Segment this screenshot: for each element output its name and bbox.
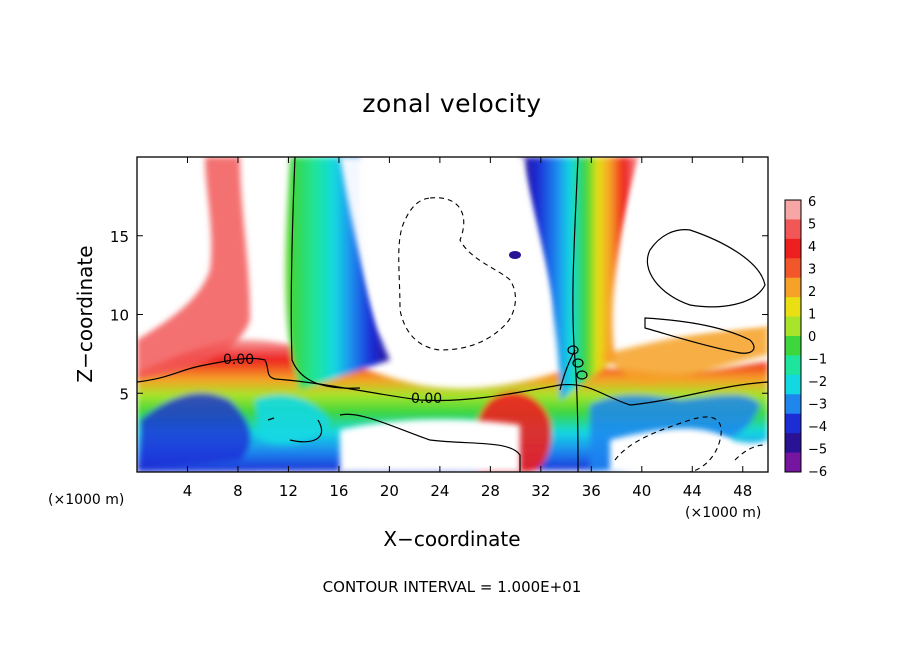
colorbar-label: −1 (808, 353, 827, 368)
colorbar-swatch (785, 374, 801, 395)
y-axis-ticks: 5 10 15 (110, 228, 768, 403)
colorbar-labels: 6 5 4 3 2 1 0 −1 −2 −3 −4 −5 −6 (808, 195, 827, 480)
contour-label: 0.00 (411, 391, 442, 407)
x-unit-label-left: (×1000 m) (48, 492, 124, 508)
x-tick-label: 48 (733, 482, 752, 500)
colorbar-label: 0 (808, 330, 816, 345)
colorbar-label: −6 (808, 465, 827, 480)
x-tick-label: 36 (582, 482, 601, 500)
colorbar-label: 2 (808, 285, 816, 300)
x-tick-label: 40 (632, 482, 651, 500)
x-tick-label: 12 (279, 482, 298, 500)
colorbar-label: 5 (808, 218, 816, 233)
x-tick-label: 32 (531, 482, 550, 500)
colorbar-swatch (785, 394, 801, 415)
colorbar-swatch (785, 413, 801, 434)
colorbar-label: 3 (808, 263, 816, 278)
colorbar-label: 1 (808, 308, 816, 323)
x-tick-label: 20 (380, 482, 399, 500)
contour-label: 0.00 (223, 352, 254, 368)
contour-dashed (398, 197, 766, 472)
chart-title: zonal velocity (362, 89, 541, 118)
colorbar-swatch (785, 297, 801, 318)
x-tick-label: 24 (430, 482, 449, 500)
colorbar-label: 6 (808, 195, 816, 210)
y-axis-label: Z−coordinate (73, 245, 97, 382)
x-tick-label: 44 (683, 482, 702, 500)
contour-lines (137, 157, 768, 472)
colorbar-frame (784, 199, 802, 473)
colorbar-swatch (785, 452, 801, 473)
y-tick-label: 5 (119, 385, 129, 403)
colorbar-label: −5 (808, 443, 827, 458)
x-tick-label: 4 (183, 482, 193, 500)
colorbar-label: −4 (808, 420, 827, 435)
x-axis-ticks: 4 8 12 16 20 24 28 32 36 40 44 48 (183, 157, 752, 500)
colorbar-swatch (785, 277, 801, 298)
colorbar-swatch (785, 336, 801, 356)
x-tick-label: 16 (329, 482, 348, 500)
colorbar-swatch (785, 238, 801, 259)
x-tick-label: 8 (233, 482, 243, 500)
colorbar-swatch (785, 316, 801, 337)
colorbar-label: −2 (808, 375, 827, 390)
colorbar-label: 4 (808, 240, 816, 255)
velocity-field (137, 157, 768, 472)
colorbar-swatch (785, 355, 801, 376)
colorbar (785, 200, 801, 473)
colorbar-swatch (785, 433, 801, 454)
colorbar-label: −3 (808, 398, 827, 413)
y-tick-label: 10 (110, 307, 129, 325)
x-axis-label: X−coordinate (383, 527, 520, 551)
y-tick-label: 15 (110, 228, 129, 246)
contour-interval-note: CONTOUR INTERVAL = 1.000E+01 (323, 578, 582, 596)
colorbar-swatch (785, 200, 801, 220)
colorbar-swatch (785, 258, 801, 279)
x-tick-label: 28 (481, 482, 500, 500)
colorbar-swatch (785, 219, 801, 240)
x-unit-label-right: (×1000 m) (685, 505, 761, 521)
